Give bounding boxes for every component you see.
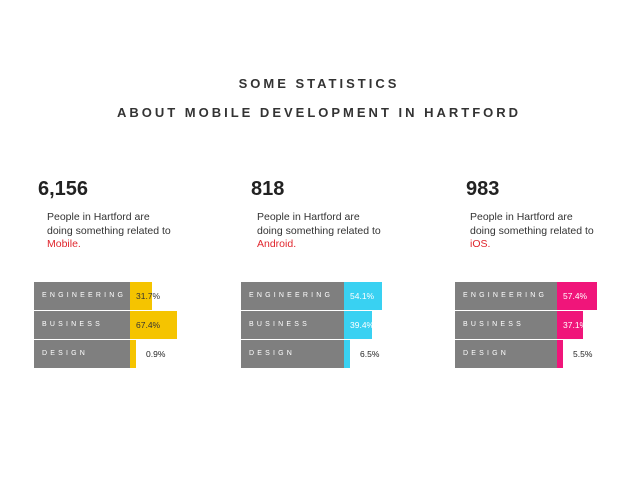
bar — [344, 282, 382, 310]
category-row: BUSINESS — [34, 311, 130, 339]
category-label: DESIGN — [463, 350, 510, 357]
category-label: DESIGN — [42, 350, 89, 357]
value-label: 6.5% — [360, 349, 380, 359]
category-label: ENGINEERING — [463, 292, 548, 299]
description-text: People in Hartford are doing something r… — [257, 211, 381, 237]
headline-value: 818 — [251, 178, 285, 200]
category-row: BUSINESS — [241, 311, 344, 339]
description: People in Hartford are doing something r… — [470, 211, 600, 252]
category-row: ENGINEERING — [241, 282, 344, 310]
value-label: 39.4% — [350, 320, 375, 330]
category-label: DESIGN — [249, 350, 296, 357]
value-label: 0.9% — [146, 349, 166, 359]
category-label: ENGINEERING — [42, 292, 127, 299]
headline-value: 983 — [466, 178, 500, 200]
bar — [557, 282, 598, 310]
bar — [130, 282, 153, 310]
description-highlight: Android. — [257, 238, 297, 250]
category-row: ENGINEERING — [34, 282, 130, 310]
value-label: 5.5% — [573, 349, 593, 359]
headline-value: 6,156 — [38, 178, 89, 200]
bar — [344, 311, 372, 339]
bar — [130, 311, 178, 339]
category-row: DESIGN — [241, 340, 344, 368]
description-text: People in Hartford are doing something r… — [47, 211, 171, 237]
description-highlight: iOS. — [470, 238, 491, 250]
description: People in Hartford are doing something r… — [47, 211, 177, 252]
value-label: 37.1% — [563, 320, 588, 330]
title-line-2: ABOUT MOBILE DEVELOPMENT IN HARTFORD — [116, 105, 522, 120]
category-label: BUSINESS — [249, 321, 310, 328]
category-row: DESIGN — [34, 340, 130, 368]
value-label: 57.4% — [563, 291, 588, 301]
value-label: 67.4% — [136, 320, 161, 330]
category-row: ENGINEERING — [455, 282, 557, 310]
bar — [344, 340, 350, 368]
description-text: People in Hartford are doing something r… — [470, 211, 594, 237]
bar — [557, 311, 583, 339]
category-label: BUSINESS — [42, 321, 103, 328]
category-row: BUSINESS — [455, 311, 557, 339]
bar — [130, 340, 136, 368]
value-label: 31.7% — [136, 291, 161, 301]
value-label: 54.1% — [350, 291, 375, 301]
title-line-1: SOME STATISTICS — [238, 76, 400, 91]
category-label: BUSINESS — [463, 321, 524, 328]
description: People in Hartford are doing something r… — [257, 211, 387, 252]
category-label: ENGINEERING — [249, 292, 334, 299]
bar — [557, 340, 563, 368]
category-row: DESIGN — [455, 340, 557, 368]
description-highlight: Mobile. — [47, 238, 81, 250]
